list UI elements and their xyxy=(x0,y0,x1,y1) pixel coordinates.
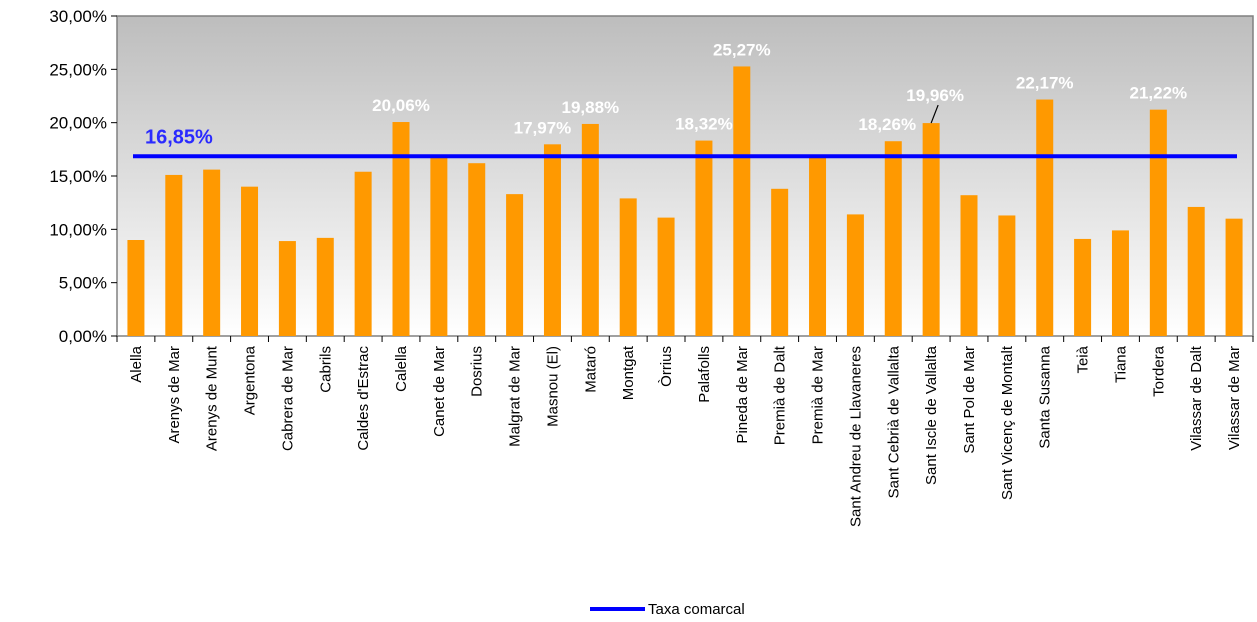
y-tick-label: 0,00% xyxy=(59,327,107,346)
bar xyxy=(1187,206,1205,336)
bar xyxy=(468,163,486,336)
bar xyxy=(998,215,1016,336)
y-tick-label: 10,00% xyxy=(49,220,107,239)
bar xyxy=(657,217,675,336)
y-tick-label: 5,00% xyxy=(59,274,107,293)
bar xyxy=(1074,238,1092,336)
bar xyxy=(430,155,448,336)
bar xyxy=(771,188,789,336)
bar xyxy=(165,174,183,336)
x-tick-label: Premià de Dalt xyxy=(772,345,789,445)
reference-line-label: 16,85% xyxy=(145,126,213,148)
bar xyxy=(203,169,221,336)
data-label: 18,32% xyxy=(675,115,733,134)
data-label: 19,88% xyxy=(561,98,619,117)
x-tick-label: Pineda de Mar xyxy=(734,346,751,444)
bar xyxy=(922,123,940,337)
bar xyxy=(1149,109,1167,336)
x-tick-label: Palafolls xyxy=(696,346,713,403)
bar xyxy=(354,171,372,336)
bar xyxy=(1036,99,1054,337)
data-label: 18,26% xyxy=(858,115,916,134)
legend: Taxa comarcal xyxy=(590,601,745,618)
x-tick-label: Santa Susanna xyxy=(1037,345,1054,448)
bar xyxy=(392,122,410,336)
bar xyxy=(884,141,902,336)
reference-line: 16,85% xyxy=(133,126,1237,159)
bar xyxy=(1225,218,1243,336)
x-axis: Alella Arenys de Mar Arenys de Munt Argento… xyxy=(116,336,1254,527)
x-tick-label: Tordera xyxy=(1150,345,1167,397)
bar xyxy=(241,186,259,336)
x-tick-label: Vilassar de Dalt xyxy=(1188,345,1205,451)
bar xyxy=(506,194,524,336)
x-tick-label: Sant Pol de Mar xyxy=(961,346,978,454)
bar xyxy=(619,198,637,336)
data-label: 17,97% xyxy=(514,118,572,137)
y-tick-label: 25,00% xyxy=(49,60,107,79)
bar xyxy=(316,237,334,336)
bars xyxy=(127,66,1243,337)
y-tick-label: 15,00% xyxy=(49,167,107,186)
x-tick-label: Canet de Mar xyxy=(431,346,448,437)
x-tick-label: Sant Iscle de Vallalta xyxy=(923,345,940,485)
bar xyxy=(278,241,296,336)
x-tick-label: Calella xyxy=(393,345,410,392)
y-tick-label: 30,00% xyxy=(49,7,107,26)
bar xyxy=(846,214,864,336)
y-tick-label: 20,00% xyxy=(49,114,107,133)
data-label: 21,22% xyxy=(1129,84,1187,103)
x-tick-label: Sant Vicenç de Montalt xyxy=(999,345,1016,500)
x-tick-label: Vilassar de Mar xyxy=(1226,346,1243,450)
x-tick-label: Caldes d'Estrac xyxy=(355,346,372,451)
bar xyxy=(543,144,561,336)
data-label: 20,06% xyxy=(372,96,430,115)
bar xyxy=(695,140,713,336)
bar xyxy=(1111,230,1129,336)
data-label: 25,27% xyxy=(713,40,771,59)
x-tick-label: Cabrils xyxy=(317,346,334,393)
bar xyxy=(960,195,978,336)
x-tick-label: Sant Andreu de Llavaneres xyxy=(847,346,864,527)
y-axis: 0,00% 5,00% 10,00% 15,00% 20,00% 25,00% 30,00% xyxy=(49,7,117,346)
data-labels: 20,06% 17,97%19,88% 18,32% 25,27% 18,26% 19,9… xyxy=(372,40,1187,137)
bar xyxy=(581,123,599,337)
data-label: 22,17% xyxy=(1016,74,1074,93)
legend-label: Taxa comarcal xyxy=(648,601,745,618)
x-tick-label: Argentona xyxy=(242,345,259,415)
x-tick-label: Cabrera de Mar xyxy=(279,346,296,451)
x-tick-label: Tiana xyxy=(1112,345,1129,383)
x-tick-label: Mataró xyxy=(582,346,599,393)
x-tick-label: Teià xyxy=(1075,345,1092,373)
x-tick-label: Arenys de Mar xyxy=(166,346,183,444)
data-label: 19,96% xyxy=(906,86,964,105)
x-tick-label: Òrrius xyxy=(658,346,675,387)
x-tick-label: Sant Cebrià de Vallalta xyxy=(885,345,902,498)
bar xyxy=(127,240,145,336)
leader-line xyxy=(930,104,939,124)
x-tick-label: Montgat xyxy=(620,345,637,400)
plot-area xyxy=(116,15,1254,337)
x-tick-label: Alella xyxy=(128,345,145,382)
bar xyxy=(809,155,827,336)
x-tick-label: Arenys de Munt xyxy=(204,345,221,451)
x-tick-label: Premià de Mar xyxy=(810,346,827,444)
x-tick-label: Malgrat de Mar xyxy=(507,346,524,447)
x-tick-label: Masnou (El) xyxy=(544,346,561,427)
bar xyxy=(733,66,751,336)
x-tick-label: Dosrius xyxy=(469,346,486,397)
